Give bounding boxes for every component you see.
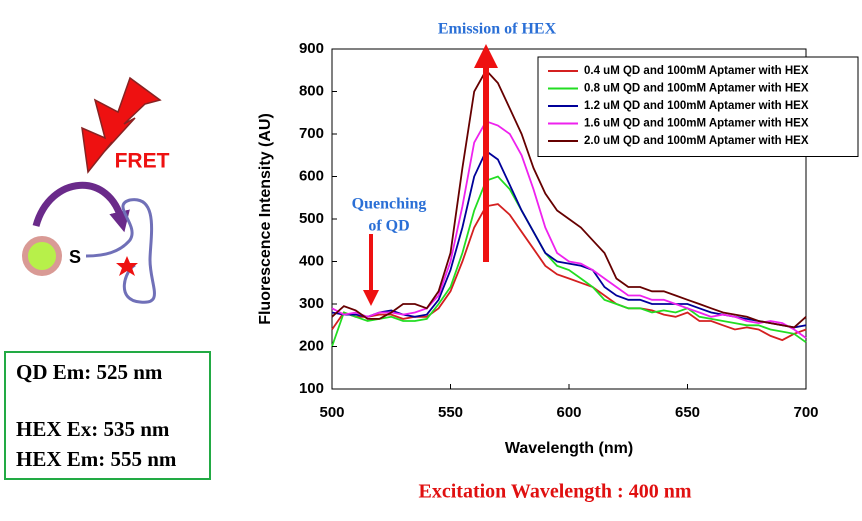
quantum-dot bbox=[22, 236, 62, 276]
y-tick-label: 700 bbox=[299, 125, 324, 142]
x-tick-label: 650 bbox=[675, 404, 700, 421]
x-tick-label: 550 bbox=[438, 404, 463, 421]
legend-box bbox=[537, 56, 859, 157]
series-line bbox=[331, 175, 807, 347]
series-line bbox=[331, 68, 807, 329]
x-tick-label: 600 bbox=[556, 404, 581, 421]
quenching-label: of QD bbox=[368, 218, 409, 235]
y-tick-label: 400 bbox=[299, 252, 324, 269]
series-line bbox=[331, 149, 807, 329]
aptamer bbox=[85, 198, 156, 304]
x-tick-label: 500 bbox=[319, 404, 344, 421]
emission-label: Emission of HEX bbox=[438, 21, 557, 38]
y-tick-label: 100 bbox=[299, 380, 324, 397]
y-tick-label: 300 bbox=[299, 295, 324, 312]
info-box bbox=[4, 351, 211, 480]
x-axis-label: Wavelength (nm) bbox=[505, 440, 633, 457]
legend-label: 0.4 uM QD and 100mM Aptamer with HEX bbox=[584, 65, 809, 77]
legend-label: 0.8 uM QD and 100mM Aptamer with HEX bbox=[584, 83, 809, 95]
y-tick-label: 200 bbox=[299, 337, 324, 354]
hex-star bbox=[116, 256, 138, 276]
footer: Excitation Wavelength : 400 nm bbox=[419, 481, 692, 503]
info-text: HEX Em: 555 nm bbox=[16, 447, 177, 471]
fret-arrow bbox=[32, 181, 130, 233]
legend-label: 2.0 uM QD and 100mM Aptamer with HEX bbox=[584, 135, 809, 147]
molecule-label: S bbox=[69, 247, 81, 267]
y-tick-label: 500 bbox=[299, 210, 324, 227]
series-line bbox=[331, 120, 807, 339]
legend-label: 1.2 uM QD and 100mM Aptamer with HEX bbox=[584, 100, 809, 112]
info-text: HEX Ex: 535 nm bbox=[16, 417, 170, 441]
legend-label: 1.6 uM QD and 100mM Aptamer with HEX bbox=[584, 118, 809, 130]
info-text: QD Em: 525 nm bbox=[16, 360, 163, 384]
series-line bbox=[331, 203, 807, 342]
y-tick-label: 600 bbox=[299, 167, 324, 184]
y-tick-label: 800 bbox=[299, 82, 324, 99]
lightning bbox=[81, 76, 162, 174]
quenching-label: Quenching bbox=[352, 196, 427, 213]
y-tick-label: 900 bbox=[299, 40, 324, 57]
x-tick-label: 700 bbox=[793, 404, 818, 421]
fret-label: FRET bbox=[115, 150, 170, 173]
y-axis-label: Fluorescence Intensity (AU) bbox=[257, 113, 274, 325]
